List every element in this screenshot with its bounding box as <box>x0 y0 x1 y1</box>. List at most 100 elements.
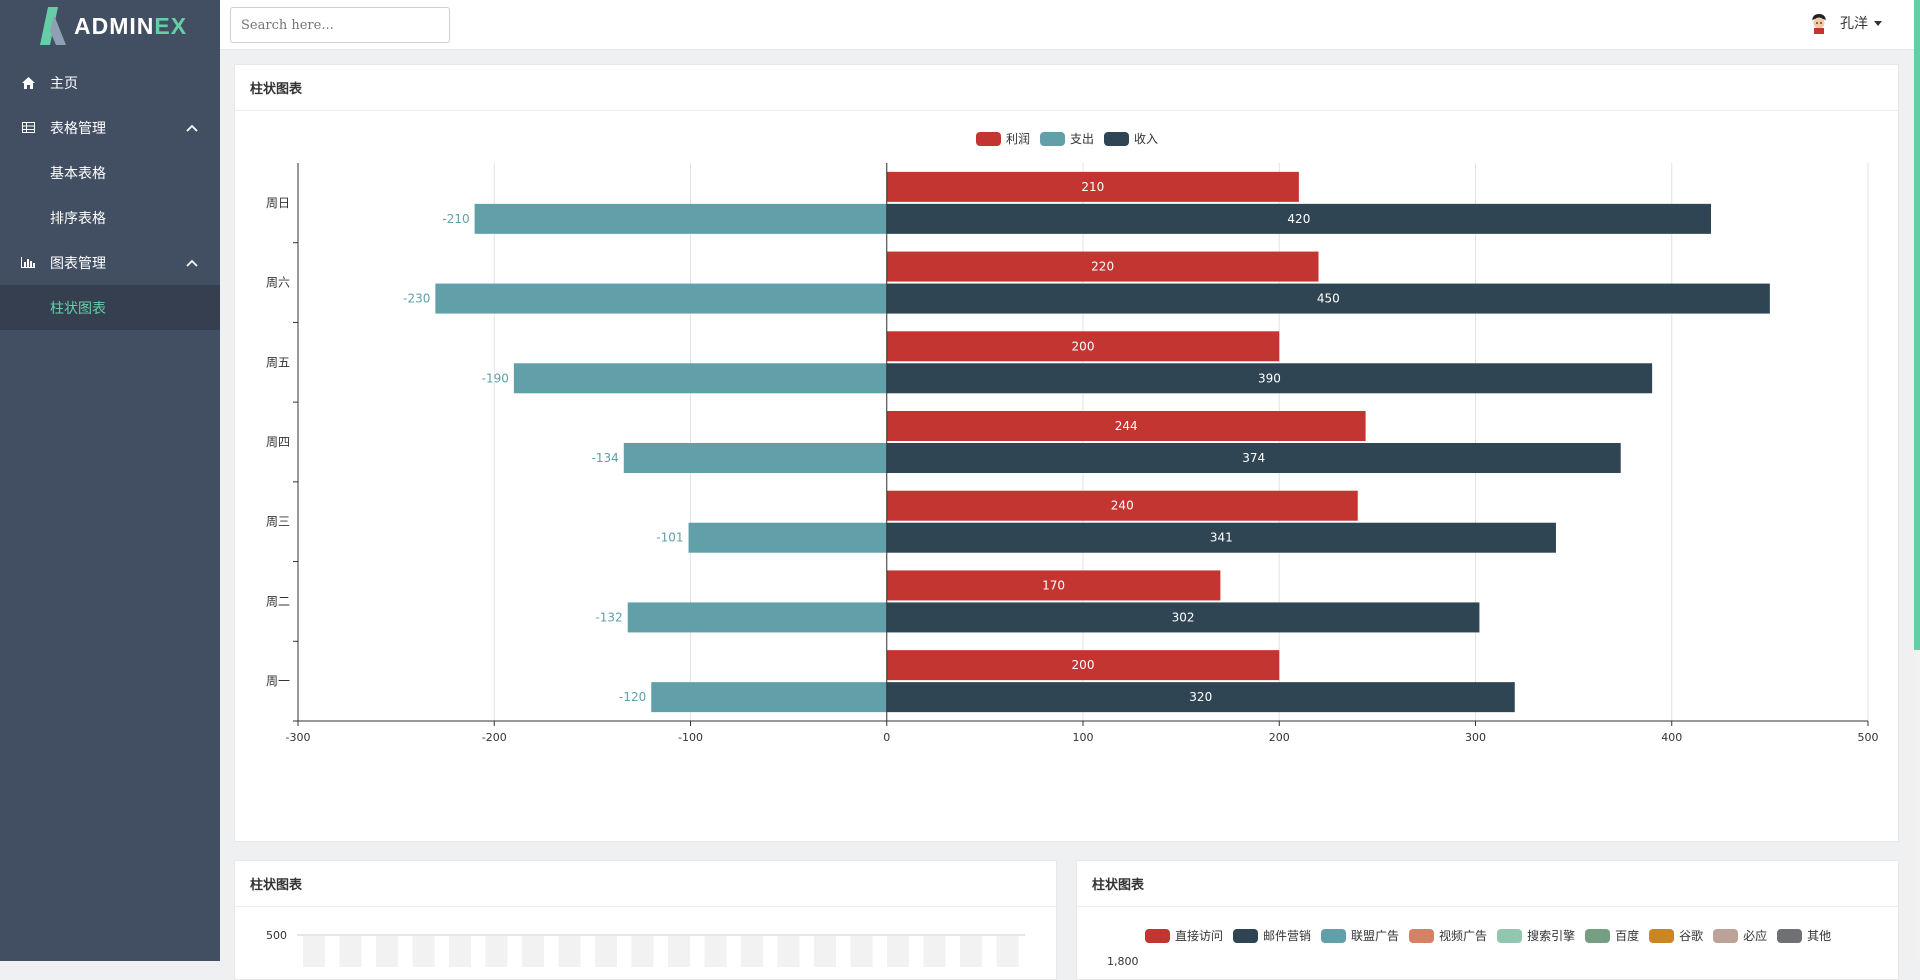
bar-label-expense: -230 <box>403 292 430 306</box>
user-name: 孔洋 <box>1840 16 1868 32</box>
bar-label-expense: -101 <box>656 531 683 545</box>
legend-label: 利润 <box>1006 132 1031 146</box>
chart-legend: 利润 支出 收入 <box>976 130 1168 147</box>
bar-income <box>886 283 1770 314</box>
legend-label: 其他 <box>1807 929 1832 943</box>
legend-item[interactable]: 百度 <box>1585 927 1639 944</box>
chevron-up-icon <box>186 255 198 271</box>
legend-label: 支出 <box>1070 132 1095 146</box>
bar-income <box>886 443 1621 473</box>
stripe <box>558 936 581 967</box>
sidebar-item-chart-management[interactable]: 图表管理 <box>0 240 220 285</box>
sidebar: ADMINEX 主页 表格管理 基本表格 排序表格 图表管理 柱状图表 <box>0 0 220 961</box>
panel-title: 柱状图表 <box>1077 861 1898 907</box>
bar-label-income: 450 <box>1317 292 1340 306</box>
x-tick-label: 200 <box>1269 731 1290 744</box>
background-stripes <box>303 936 1019 967</box>
stripe <box>741 936 763 967</box>
bar-profit <box>886 171 1299 202</box>
legend-label: 邮件营销 <box>1263 929 1312 943</box>
legend-label: 视频广告 <box>1439 929 1488 943</box>
x-tick-label: 0 <box>883 731 890 744</box>
bar-profit <box>886 650 1280 681</box>
bar-label-expense: -120 <box>619 690 646 704</box>
stripe <box>376 936 398 967</box>
y-tick-label: 周五 <box>266 355 290 369</box>
bar-expense <box>474 203 887 234</box>
bar-expense <box>435 283 887 314</box>
legend-item-income[interactable]: 收入 <box>1104 130 1158 147</box>
y-tick-label: 周一 <box>266 674 290 688</box>
y-tick-label: 周日 <box>266 196 290 210</box>
sidebar-item-table-management[interactable]: 表格管理 <box>0 105 220 150</box>
legend-label: 联盟广告 <box>1351 929 1400 943</box>
x-tick-label: 300 <box>1465 731 1486 744</box>
logo-text: ADMINEX <box>74 13 187 40</box>
legend-item[interactable]: 搜索引擎 <box>1497 927 1575 944</box>
bar-income <box>886 602 1480 633</box>
stripe <box>850 936 873 967</box>
y-tick-label: 周三 <box>266 515 290 529</box>
legend-item-expense[interactable]: 支出 <box>1040 130 1094 147</box>
stripe <box>814 936 836 967</box>
chart-legend: 直接访问 邮件营销 联盟广告 视频广告 搜索引擎 百度 谷歌 必应 其他 <box>1145 927 1841 944</box>
legend-swatch <box>1145 928 1170 943</box>
user-menu[interactable]: 孔洋 <box>1808 12 1882 34</box>
panel-title: 柱状图表 <box>235 861 1056 907</box>
legend-item[interactable]: 联盟广告 <box>1321 927 1399 944</box>
sidebar-item-label: 图表管理 <box>50 255 106 272</box>
y-tick-label: 周四 <box>266 435 290 449</box>
x-tick-label: 400 <box>1661 731 1682 744</box>
bottom-right-chart-panel: 柱状图表 直接访问 邮件营销 联盟广告 视频广告 搜索引擎 百度 谷歌 必应 其他 1,800 <box>1076 860 1899 980</box>
avatar[interactable] <box>1808 12 1830 34</box>
bar-label-profit: 220 <box>1091 260 1114 274</box>
bar-label-income: 390 <box>1258 371 1281 385</box>
sidebar-item-sort-table[interactable]: 排序表格 <box>0 195 220 240</box>
bar-label-expense: -134 <box>592 451 619 465</box>
bar-expense <box>513 363 887 394</box>
legend-label: 搜索引擎 <box>1527 929 1576 943</box>
bar-label-profit: 170 <box>1042 578 1065 592</box>
stripe <box>522 936 544 967</box>
legend-item[interactable]: 视频广告 <box>1409 927 1487 944</box>
y-tick-label: 周六 <box>266 276 290 290</box>
sidebar-item-label: 柱状图表 <box>50 300 106 317</box>
bar-label-income: 420 <box>1287 212 1310 226</box>
search-input[interactable] <box>230 7 450 43</box>
bar-expense <box>688 522 887 553</box>
legend-item-profit[interactable]: 利润 <box>976 130 1030 147</box>
logo[interactable]: ADMINEX <box>0 0 220 52</box>
chevron-up-icon <box>186 120 198 136</box>
stripe <box>996 936 1019 967</box>
stripe <box>303 936 325 967</box>
bar-label-income: 341 <box>1210 531 1233 545</box>
stripe <box>704 936 727 967</box>
legend-item[interactable]: 直接访问 <box>1145 927 1223 944</box>
sidebar-item-label: 排序表格 <box>50 210 106 227</box>
stripe <box>485 936 508 967</box>
legend-label: 必应 <box>1743 929 1768 943</box>
bar-expense <box>623 443 887 473</box>
bar-chart-icon <box>20 257 36 268</box>
bar-profit <box>886 331 1280 362</box>
sidebar-item-bar-chart[interactable]: 柱状图表 <box>0 285 220 330</box>
stripe <box>449 936 471 967</box>
scrollbar-thumb[interactable] <box>1914 0 1920 650</box>
bar-label-profit: 200 <box>1072 339 1095 353</box>
bar-income <box>886 203 1711 234</box>
page-scrollbar[interactable] <box>1914 0 1920 961</box>
legend-item[interactable]: 其他 <box>1777 927 1831 944</box>
sidebar-item-home[interactable]: 主页 <box>0 60 220 105</box>
bar-label-income: 302 <box>1172 610 1195 624</box>
legend-item[interactable]: 谷歌 <box>1649 927 1703 944</box>
caret-down-icon <box>1874 20 1882 26</box>
legend-label: 谷歌 <box>1679 929 1704 943</box>
legend-swatch <box>1649 928 1675 943</box>
bottom-left-chart: 500 <box>266 929 1025 967</box>
sidebar-item-label: 主页 <box>50 75 78 92</box>
sidebar-item-basic-table[interactable]: 基本表格 <box>0 150 220 195</box>
legend-label: 直接访问 <box>1175 929 1224 943</box>
bar-label-profit: 200 <box>1072 658 1095 672</box>
legend-item[interactable]: 邮件营销 <box>1233 927 1311 944</box>
legend-item[interactable]: 必应 <box>1713 927 1767 944</box>
